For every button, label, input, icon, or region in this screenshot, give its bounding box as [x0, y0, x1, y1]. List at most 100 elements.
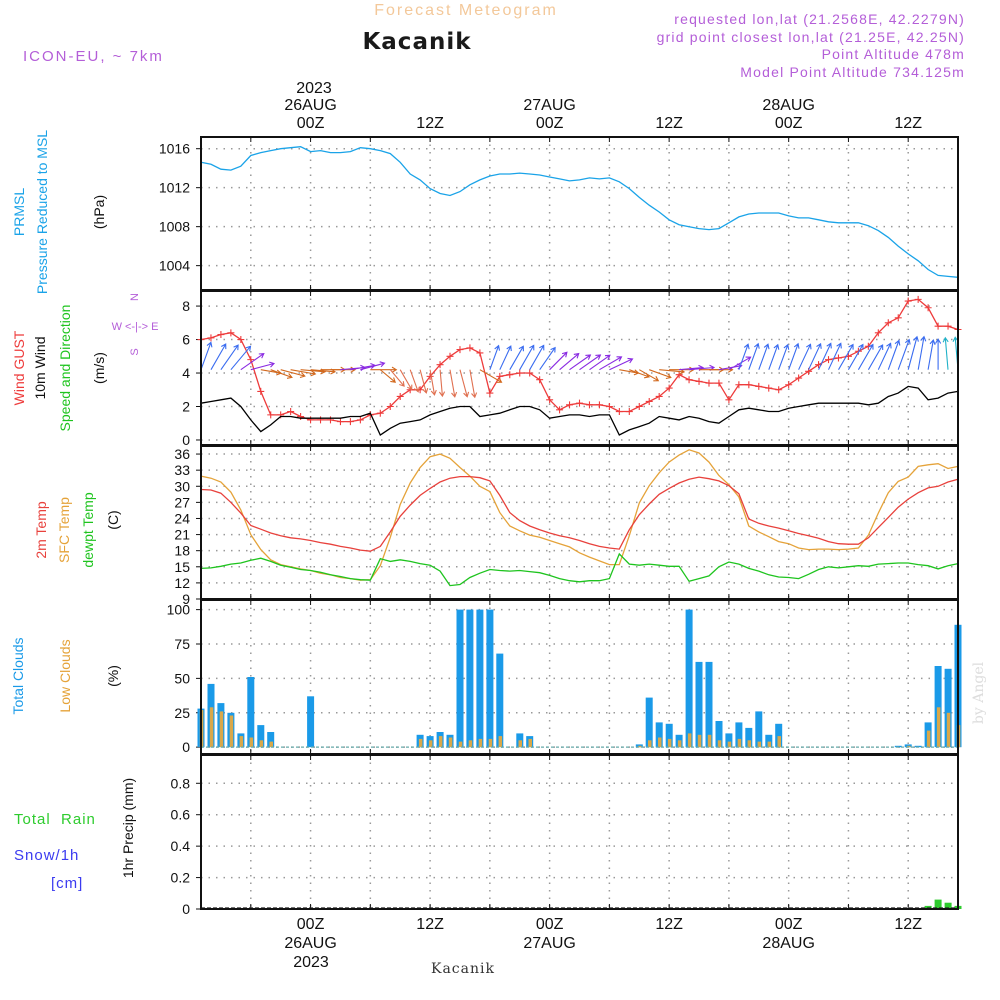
dewpt-line	[200, 552, 959, 587]
gust-marker	[536, 376, 544, 384]
gust-marker	[884, 319, 892, 327]
low-cloud-bar	[478, 738, 483, 748]
gust-marker	[874, 329, 882, 337]
wind-arrow	[409, 369, 420, 393]
gust-marker	[466, 344, 474, 352]
wind-arrow	[828, 342, 842, 370]
wind-arrow	[419, 369, 429, 394]
y-tick-label: 30	[174, 478, 190, 494]
low-cloud-bar	[757, 741, 762, 748]
y-tick-label: 15	[174, 559, 190, 575]
total-cloud-bar	[755, 711, 763, 748]
top-date-label: 27AUG	[523, 97, 575, 114]
gust-marker	[297, 413, 305, 421]
precip-axis-label: 1hr Precip (mm)	[120, 778, 136, 878]
gust-marker	[924, 304, 932, 312]
y-tick-label: 1012	[159, 180, 190, 196]
y-tick-label: 2	[182, 399, 190, 415]
wind-arrow	[240, 352, 265, 371]
total-cloud-bar	[456, 609, 464, 748]
low-cloud-bar	[458, 741, 463, 748]
low-cloud-bar	[229, 715, 234, 748]
low-cloud-bar	[687, 733, 692, 748]
wind-arrow	[379, 369, 397, 383]
wind-arrow	[579, 354, 602, 371]
y-tick-label: 18	[174, 543, 190, 559]
total-cloud-bar	[894, 745, 902, 748]
bottom-date-label: 27AUG	[523, 935, 575, 952]
y-tick-label: 27	[174, 494, 190, 510]
gust-marker	[615, 408, 623, 416]
gust-marker	[595, 401, 603, 409]
gust-marker	[894, 314, 902, 322]
wind-arrow	[290, 369, 317, 377]
wind-arrow	[798, 343, 812, 370]
low-cloud-bar	[259, 740, 264, 748]
wind-arrow	[935, 338, 942, 370]
compass-we: W <-|-> E	[112, 321, 159, 333]
wind-arrow	[589, 354, 611, 371]
gust-marker	[834, 354, 842, 362]
wind-arrow	[270, 369, 293, 379]
top-hour-label: 12Z	[416, 115, 444, 132]
wind-arrow	[748, 342, 760, 370]
compass-s: S	[129, 348, 141, 355]
total-cloud-bar	[944, 668, 952, 748]
panel-frame	[200, 754, 959, 910]
low-cloud-bar	[677, 740, 682, 748]
wind-arrow	[609, 357, 634, 371]
total-cloud-bar	[934, 666, 942, 748]
gust-marker	[934, 322, 942, 330]
bottom-hour-label: 00Z	[775, 916, 803, 933]
gust-marker	[725, 396, 733, 404]
gust-marker	[904, 297, 912, 305]
wind-arrow	[942, 336, 949, 370]
suptitle: Forecast Meteogram	[374, 2, 558, 19]
2m-temp-line	[200, 475, 959, 552]
y-tick-label: 1016	[159, 141, 190, 157]
dewpt-label: dewpt Temp	[80, 492, 96, 567]
bottom-hour-label: 00Z	[297, 916, 325, 933]
low-clouds-label: Low Clouds	[57, 639, 73, 712]
total-cloud-bar	[267, 732, 275, 748]
y-tick-label: 9	[182, 591, 190, 607]
precip-panel-labels: Total Rain Snow/1h [cm] 1hr Precip (mm)	[14, 778, 136, 892]
ms-unit-label: (m/s)	[91, 352, 107, 384]
y-tick-label: 12	[174, 575, 190, 591]
low-cloud-bar	[946, 712, 951, 748]
top-time-axis: 00Z 12Z 00Z 12Z 00Z 12Z 26AUG 27AUG 28AUG	[284, 97, 922, 132]
gust-marker	[705, 379, 713, 387]
total-cloud-bar	[645, 697, 653, 748]
gust-marker	[546, 396, 554, 404]
total-cloud-bar	[655, 722, 663, 748]
top-hour-label: 00Z	[775, 115, 803, 132]
low-cloud-bar	[697, 734, 702, 748]
gust-marker	[247, 356, 255, 364]
bottom-hour-label: 00Z	[536, 916, 564, 933]
y-tick-label: 21	[174, 527, 190, 543]
compass-n: N	[129, 293, 141, 301]
rain-bar	[944, 902, 952, 909]
wind-arrow	[438, 369, 446, 398]
wind-arrow	[370, 366, 398, 373]
snow-unit-label: [cm]	[51, 875, 83, 892]
y-tick-label: 0	[182, 739, 190, 755]
wind-arrow	[649, 369, 672, 380]
gust-label: Wind GUST	[11, 330, 27, 405]
y-tick-label: 36	[174, 446, 190, 462]
wind-arrow	[549, 351, 568, 371]
total-rain-label: Total Rain	[14, 811, 96, 828]
wind-arrow	[230, 345, 252, 371]
total-cloud-bar	[715, 721, 723, 748]
gust-marker	[326, 416, 334, 424]
wind-arrow	[569, 354, 592, 371]
hpa-unit-label: (hPa)	[91, 195, 107, 229]
gust-marker	[715, 379, 723, 387]
wind-arrow	[459, 369, 470, 398]
panel-frame	[200, 136, 959, 291]
y-tick-label: 0	[182, 901, 190, 917]
gust-marker	[655, 392, 663, 400]
total-clouds-label: Total Clouds	[10, 637, 26, 714]
gust-marker	[854, 347, 862, 355]
total-cloud-bar	[745, 727, 753, 748]
